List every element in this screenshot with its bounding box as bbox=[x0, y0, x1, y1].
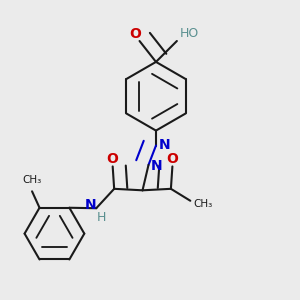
Text: N: N bbox=[151, 158, 163, 172]
Text: O: O bbox=[129, 26, 141, 40]
Text: CH₃: CH₃ bbox=[193, 199, 212, 209]
Text: HO: HO bbox=[179, 27, 199, 40]
Text: H: H bbox=[97, 211, 106, 224]
Text: O: O bbox=[107, 152, 118, 166]
Text: N: N bbox=[85, 198, 97, 212]
Text: O: O bbox=[167, 152, 178, 166]
Text: CH₃: CH₃ bbox=[22, 176, 42, 185]
Text: N: N bbox=[158, 138, 170, 152]
